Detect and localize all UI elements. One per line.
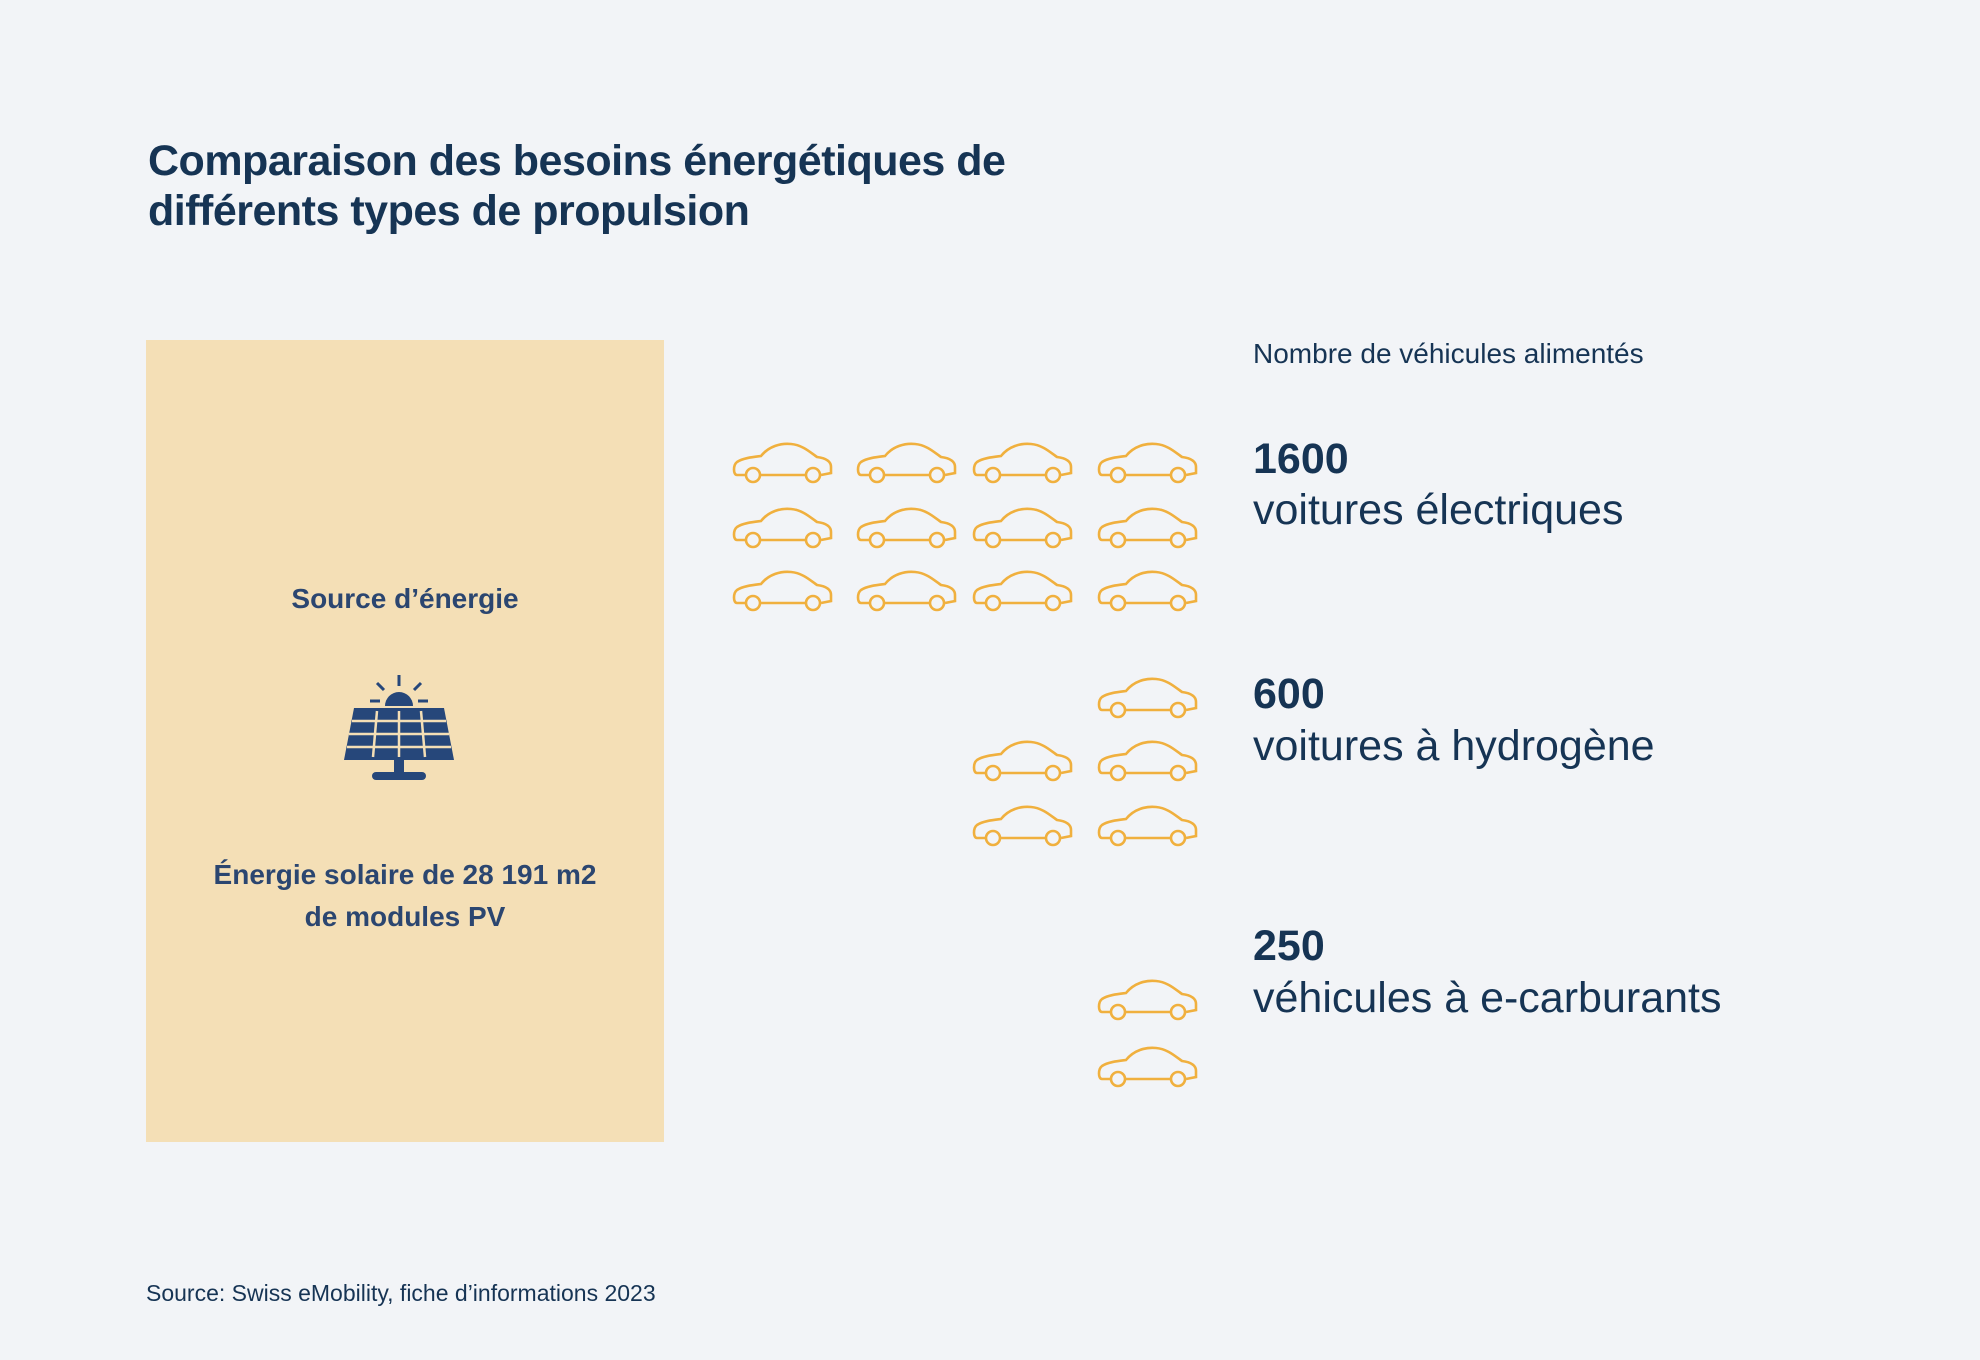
car-icon	[1097, 1046, 1198, 1088]
car-icon	[972, 507, 1073, 549]
car-icon	[1097, 740, 1198, 782]
car-icon	[1097, 442, 1198, 484]
car-icon	[972, 442, 1073, 484]
solar-panel-icon	[344, 675, 454, 780]
car-icon	[1097, 979, 1198, 1021]
vehicle-label: véhicules à e-carburants	[1253, 974, 1722, 1022]
car-icon	[972, 740, 1073, 782]
car-icon	[1097, 570, 1198, 612]
footer-source: Source: Swiss eMobility, fiche d’informa…	[146, 1280, 656, 1306]
car-icon	[1097, 805, 1198, 847]
car-icon	[972, 570, 1073, 612]
car-icon	[856, 570, 957, 612]
description-line: Énergie solaire de 28 191 m2	[213, 859, 597, 890]
car-icon	[732, 442, 833, 484]
vehicles-heading: Nombre de véhicules alimentés	[1253, 338, 1644, 369]
vehicle-count: 600	[1253, 670, 1325, 718]
source-description: Énergie solaire de 28 191 m2 de modules …	[146, 854, 664, 938]
car-icon	[856, 442, 957, 484]
car-icon	[732, 570, 833, 612]
vehicle-count: 250	[1253, 922, 1325, 970]
vehicle-count: 1600	[1253, 435, 1349, 483]
title: Comparaison des besoins énergétiques de …	[148, 137, 1006, 235]
car-icon	[856, 507, 957, 549]
car-icon	[1097, 507, 1198, 549]
vehicle-label: voitures à hydrogène	[1253, 722, 1655, 770]
description-line: de modules PV	[304, 901, 506, 932]
car-icon	[1097, 677, 1198, 719]
car-icon	[732, 507, 833, 549]
source-title: Source d’énergie	[291, 583, 519, 614]
car-icon	[972, 805, 1073, 847]
vehicle-label: voitures électriques	[1253, 486, 1624, 534]
